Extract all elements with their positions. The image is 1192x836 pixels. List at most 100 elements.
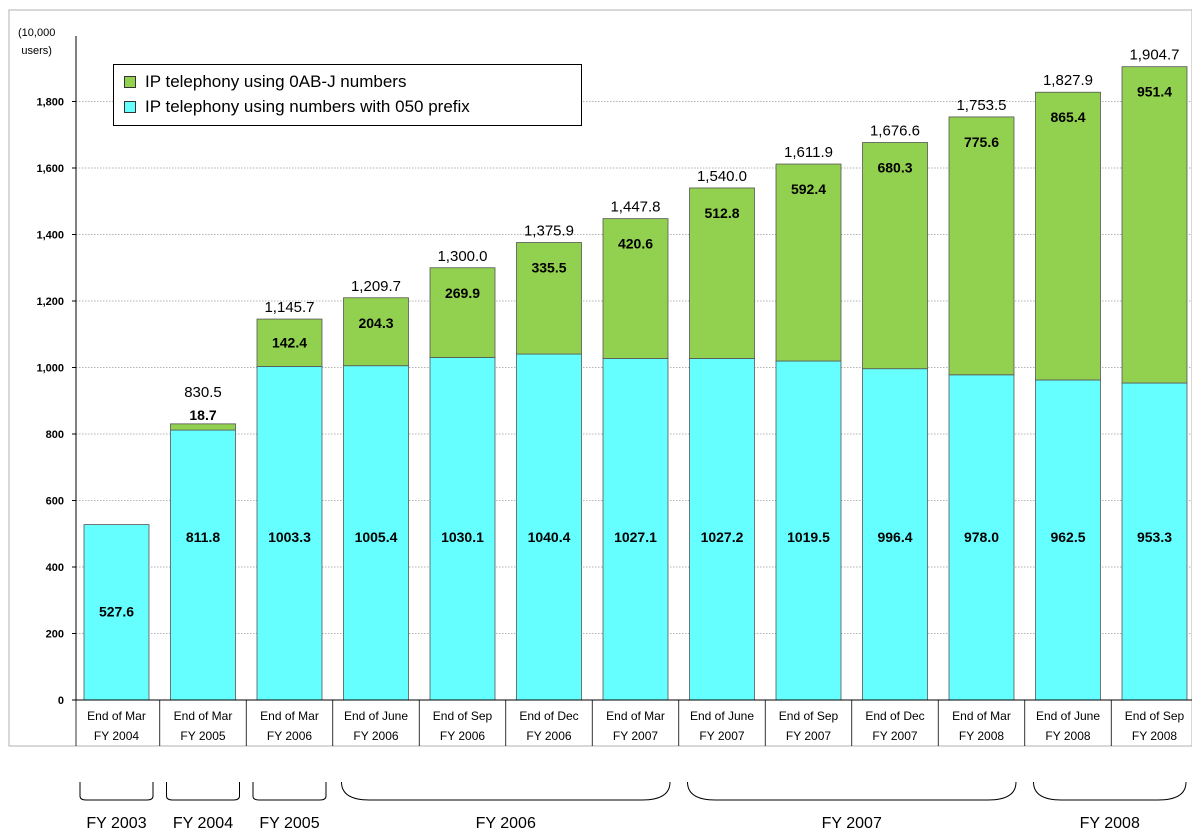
bar-0abj: [429, 267, 496, 358]
bar-050-prefix: [343, 365, 409, 701]
x-tick-label-line2: FY 2007: [786, 729, 831, 743]
y-tick-label: 600: [46, 496, 64, 508]
x-tick-label-line2: FY 2008: [1132, 729, 1177, 743]
y-tick-label: 800: [46, 429, 64, 441]
y-unit-line-1: (10,000: [18, 27, 56, 39]
bar-050-prefix: [862, 368, 928, 701]
bar-050-value-label: 1027.2: [701, 529, 744, 545]
bar-050-value-label: 527.6: [99, 604, 134, 620]
fiscal-year-label: FY 2007: [822, 815, 882, 832]
bar-total-label: 1,904.7: [1129, 47, 1179, 64]
bar-050-value-label: 962.5: [1050, 529, 1085, 545]
legend-item-0abj: IP telephony using 0AB-J numbers: [124, 71, 406, 93]
y-tick-label: 1,000: [36, 363, 64, 375]
bar-0abj-value-label: 951.4: [1137, 84, 1172, 100]
bar-0abj-value-label: 680.3: [877, 159, 912, 175]
y-tick-label: 1,600: [36, 163, 64, 175]
bar-0abj-value-label: 420.6: [618, 236, 653, 252]
x-tick-label-line1: End of June: [344, 709, 408, 723]
x-tick-label-line2: FY 2007: [613, 729, 658, 743]
fiscal-year-label: FY 2004: [173, 815, 233, 832]
x-tick-label-line1: End of Mar: [174, 709, 233, 723]
x-tick-label-line1: End of Mar: [87, 709, 146, 723]
bar-total-label: 1,827.9: [1043, 72, 1093, 89]
bar-050-prefix: [1121, 382, 1188, 701]
bar-total-label: 1,447.8: [610, 199, 660, 216]
bar-0abj: [948, 116, 1015, 376]
x-tick-label-line2: FY 2007: [699, 729, 744, 743]
x-tick-label-line2: FY 2004: [94, 729, 139, 743]
bar-0abj-value-label: 592.4: [791, 181, 826, 197]
x-tick-label-line2: FY 2008: [959, 729, 1004, 743]
bar-050-value-label: 996.4: [877, 529, 912, 545]
bar-050-prefix: [602, 358, 669, 701]
bar-0abj-value-label: 512.8: [704, 205, 739, 221]
bar-0abj-value-label: 142.4: [272, 335, 307, 351]
fiscal-year-groups: FY 2003 FY 2004 FY 2005 FY 2006 FY 2007 FY 20…: [79, 781, 1187, 832]
bar-050-value-label: 1030.1: [441, 529, 484, 545]
fiscal-year-bracket: [166, 782, 240, 801]
x-tick-label-line2: FY 2005: [180, 729, 225, 743]
x-tick-label-line2: FY 2006: [526, 729, 571, 743]
bar-0abj: [170, 423, 236, 431]
y-tick-label: 1,200: [36, 296, 64, 308]
x-tick-label-line1: End of Sep: [433, 709, 493, 723]
x-tick-label-line1: End of Mar: [606, 709, 665, 723]
bar-0abj: [1035, 91, 1101, 381]
x-tick-label-line2: FY 2006: [353, 729, 398, 743]
bar-050-value-label: 953.3: [1137, 529, 1172, 545]
bar-0abj-value-label: 775.6: [964, 134, 999, 150]
fiscal-year-label: FY 2003: [86, 815, 146, 832]
y-unit-line-2: users): [21, 45, 52, 57]
fiscal-year-bracket: [341, 781, 671, 801]
legend-label-050: IP telephony using numbers with 050 pref…: [145, 97, 470, 116]
bar-050-prefix: [948, 374, 1015, 701]
x-tick-label-line2: FY 2008: [1045, 729, 1090, 743]
legend-swatch-050: [124, 101, 136, 113]
bar-050-prefix: [1035, 379, 1101, 701]
fiscal-year-bracket: [1033, 781, 1187, 801]
bar-0abj: [343, 297, 409, 367]
bar-total-label: 1,540.0: [697, 168, 747, 185]
x-tick-label-line1: End of Dec: [865, 709, 924, 723]
bar-050-prefix: [83, 524, 150, 701]
bar-total-label: 1,209.7: [351, 278, 401, 295]
bar-total-label: 1,753.5: [956, 97, 1006, 114]
bar-0abj: [516, 242, 582, 355]
bar-0abj: [775, 163, 842, 362]
x-tick-label-line2: FY 2006: [440, 729, 485, 743]
bar-050-value-label: 1019.5: [787, 529, 830, 545]
y-tick-label: 200: [46, 629, 64, 641]
x-tick-label-line1: End of June: [1036, 709, 1100, 723]
bar-0abj: [862, 142, 928, 370]
fiscal-year-bracket: [687, 781, 1017, 801]
bar-0abj: [256, 318, 323, 367]
fiscal-year-label: FY 2008: [1080, 815, 1140, 832]
legend-item-050: IP telephony using numbers with 050 pref…: [124, 96, 470, 118]
x-axis: End of Mar FY 2004 End of Mar FY 2005 End of…: [75, 699, 1192, 746]
fiscal-year-label: FY 2005: [259, 815, 319, 832]
bar-total-label: 1,676.6: [870, 122, 920, 139]
fiscal-year-bracket: [252, 782, 327, 801]
legend: IP telephony using 0AB-J numbers IP tele…: [113, 64, 582, 126]
x-tick-label-line1: End of June: [690, 709, 754, 723]
bar-total-label: 1,611.9: [784, 144, 833, 161]
bar-050-value-label: 1003.3: [268, 529, 311, 545]
bar-050-value-label: 1005.4: [355, 529, 398, 545]
x-tick-label-line1: End of Sep: [1125, 709, 1185, 723]
bar-0abj-value-label: 18.7: [189, 407, 216, 423]
x-tick-label-line1: End of Dec: [519, 709, 578, 723]
bar-total-label: 1,300.0: [437, 248, 487, 265]
y-tick-label: 0: [58, 695, 64, 707]
bar-0abj-value-label: 204.3: [358, 315, 393, 331]
y-axis: 0 200 400 600 800 1,000 1,200 1,400 1,600 1,800: [36, 36, 77, 707]
bar-050-prefix: [689, 358, 755, 701]
y-tick-label: 1,800: [36, 97, 64, 109]
bar-050-value-label: 1027.1: [614, 529, 657, 545]
y-tick-label: 1,400: [36, 230, 64, 242]
x-tick-label-line2: FY 2007: [872, 729, 917, 743]
bar-050-value-label: 978.0: [964, 529, 999, 545]
fiscal-year-bracket: [79, 782, 154, 801]
bar-050-prefix: [516, 353, 582, 701]
